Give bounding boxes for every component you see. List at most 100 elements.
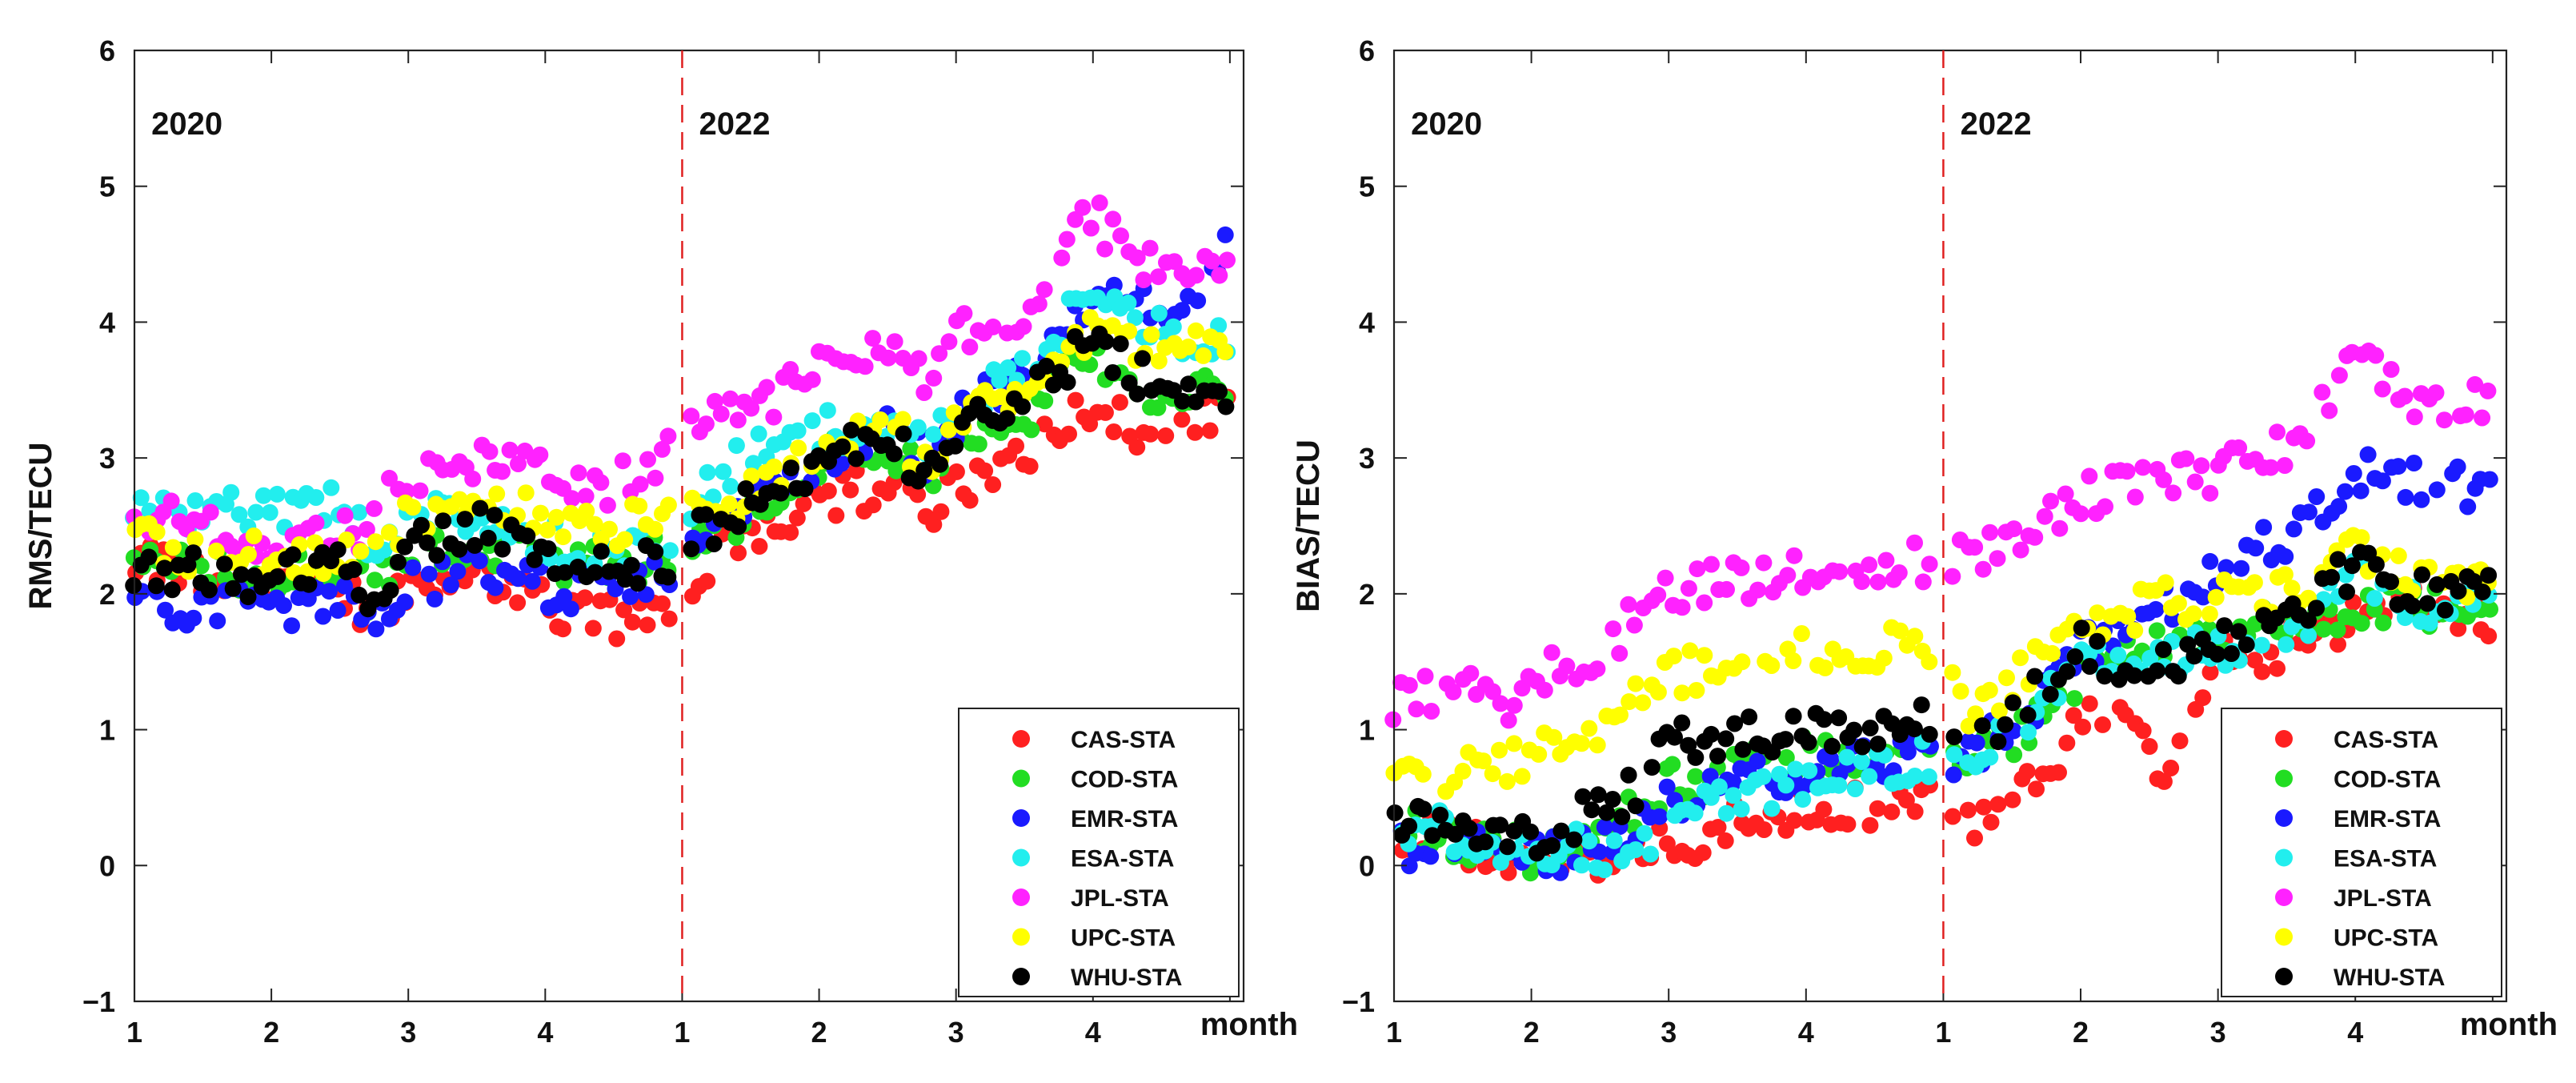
y-tick-label: 2 [99, 578, 115, 611]
data-point [526, 551, 543, 568]
data-point [1604, 791, 1621, 808]
data-point [856, 358, 874, 375]
x-tick-label: 3 [948, 1016, 964, 1049]
data-point [647, 469, 664, 487]
data-point [744, 455, 762, 472]
data-point [1082, 219, 1100, 237]
data-point [730, 518, 747, 535]
data-point [2042, 492, 2059, 510]
data-point [827, 507, 845, 524]
legend-label: WHU-STA [2334, 965, 2445, 991]
data-point [2418, 595, 2436, 612]
data-point [1096, 240, 1114, 258]
data-point [2018, 763, 2036, 780]
data-point [2216, 617, 2233, 635]
data-point [2162, 760, 2180, 776]
data-point [1558, 657, 1576, 675]
data-point [2321, 402, 2338, 419]
data-point [2217, 559, 2235, 576]
data-point [519, 527, 536, 544]
data-point [479, 529, 497, 547]
data-point [1815, 800, 1833, 818]
data-point [336, 507, 354, 524]
data-point [1981, 523, 1999, 541]
data-point [1973, 717, 1991, 735]
data-point [1097, 333, 1115, 351]
data-point [156, 560, 174, 577]
x-tick-label: 3 [2210, 1016, 2226, 1049]
data-point [2058, 734, 2076, 752]
data-point [2041, 685, 2059, 703]
data-point [2253, 636, 2270, 654]
data-point [2155, 471, 2173, 488]
data-point [722, 478, 739, 495]
data-point [1733, 653, 1751, 671]
data-point [2028, 780, 2045, 798]
data-point [1853, 753, 1870, 770]
data-point [1657, 569, 1674, 587]
data-point [1424, 827, 1441, 844]
legend-box [958, 708, 1240, 997]
legend-marker [2275, 809, 2293, 827]
data-point [931, 345, 948, 363]
data-point [1989, 796, 2007, 813]
data-point [2466, 375, 2484, 393]
legend-label: UPC-STA [2334, 925, 2438, 952]
data-point [510, 570, 527, 588]
legend-label: JPL-STA [2334, 885, 2432, 912]
data-point [1620, 596, 1637, 613]
data-point [396, 538, 414, 556]
y-axis-title: BIAS/TECU [1291, 439, 1326, 612]
legend-label: UPC-STA [1071, 925, 1176, 952]
data-point [1945, 746, 1963, 764]
data-point [2165, 484, 2182, 502]
data-point [1067, 211, 1084, 228]
data-point [2177, 450, 2195, 467]
data-point [1462, 664, 1480, 682]
data-point [1680, 736, 1697, 754]
data-point [940, 333, 958, 351]
legend-marker [1012, 928, 1030, 946]
x-tick-label: 3 [1661, 1016, 1677, 1049]
data-point [323, 479, 340, 496]
data-point [428, 547, 446, 564]
data-point [1822, 750, 1840, 768]
data-point [464, 470, 482, 487]
data-point [1188, 267, 1205, 284]
data-point [2300, 612, 2317, 629]
data-point [1636, 824, 1653, 842]
data-point [451, 540, 468, 558]
data-point [1726, 715, 1744, 732]
data-point [1415, 800, 1432, 818]
data-point [743, 467, 760, 485]
data-point [1484, 683, 1501, 700]
data-point [2186, 473, 2204, 491]
data-point [1785, 812, 1803, 829]
data-point [185, 544, 202, 562]
legend-marker [1012, 968, 1030, 985]
data-point [1574, 788, 1592, 805]
data-point [1974, 560, 1992, 578]
data-point [404, 499, 422, 516]
data-point [2072, 505, 2089, 523]
data-point [1997, 716, 2014, 733]
data-point [931, 455, 948, 473]
series-whu-sta [125, 325, 1235, 618]
y-tick-label: 4 [99, 306, 115, 339]
data-point [592, 543, 610, 560]
data-point [1913, 696, 1930, 714]
data-point [1649, 586, 1667, 604]
x-tick-label: 3 [400, 1016, 416, 1049]
data-point [1060, 425, 1077, 443]
legend-marker [1012, 730, 1030, 748]
data-point [329, 541, 347, 559]
data-point [639, 451, 656, 468]
data-point [1734, 740, 1752, 758]
data-point [2065, 707, 2082, 724]
scatter-points [1384, 342, 2498, 884]
data-point [2308, 488, 2326, 505]
data-point [1944, 808, 1961, 825]
data-point [772, 484, 790, 502]
data-point [961, 491, 979, 509]
data-point [925, 515, 943, 533]
